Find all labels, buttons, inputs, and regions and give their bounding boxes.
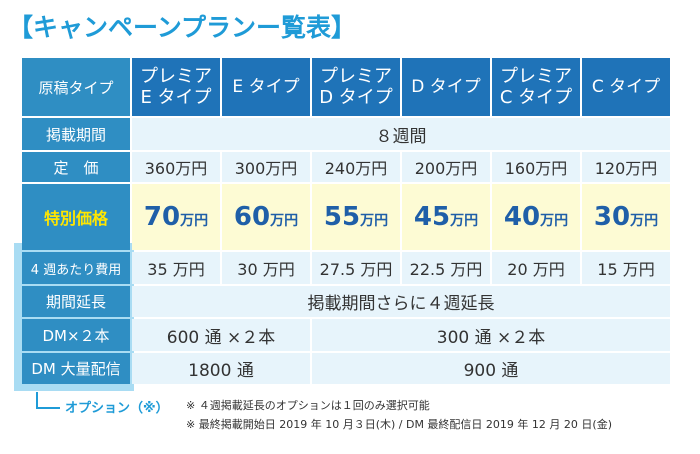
row-label-per-four-weeks: 4 週あたり費用 [22,252,130,284]
per-four-weeks-cell: 35 万円 [132,252,220,284]
row-label-dm: DM×２本 [22,319,130,351]
footnote: ※ 最終掲載開始日 2019 年 10 月３日(木) / DM 最終配信日 20… [186,418,612,431]
row-label-manuscript-type: 原稿タイプ [22,58,130,116]
row-label-dm-bulk: DM 大量配信 [22,353,130,384]
footnotes: ※ ４週掲載延長のオプションは１回のみ選択可能 ※ 最終掲載開始日 2019 年… [186,396,612,434]
page-title: 【キャンペーンプランー覧表】 [8,13,357,42]
price-cell: 160万円 [492,152,580,182]
plan-header-e: E タイプ [222,58,310,116]
option-callout: オプション（※） [36,392,176,422]
dm-bulk-value-left: 1800 通 [132,353,310,384]
dm-row: DM×２本 600 通 ×２本 300 通 ×２本 [22,319,670,351]
special-price-cell: 30万円 [582,184,670,250]
plan-header-premier-e: プレミア E タイプ [132,58,220,116]
row-label-period: 掲載期間 [22,118,130,150]
row-label-list-price: 定 価 [22,152,130,182]
price-cell: 360万円 [132,152,220,182]
price-cell: 300万円 [222,152,310,182]
campaign-plan-table: 原稿タイプ プレミア E タイプ E タイプ プレミア D タイプ D タイプ プレ… [20,56,672,386]
price-cell: 200万円 [402,152,490,182]
special-price-cell: 70万円 [132,184,220,250]
special-price-cell: 40万円 [492,184,580,250]
dm-value-right: 300 通 ×２本 [312,319,670,351]
per-four-weeks-cell: 27.5 万円 [312,252,400,284]
option-connector-horizontal [36,407,60,409]
option-label: オプション（※） [65,401,169,416]
per-four-weeks-cell: 15 万円 [582,252,670,284]
per-four-weeks-row: 4 週あたり費用 35 万円 30 万円 27.5 万円 22.5 万円 20 … [22,252,670,284]
extension-value: 掲載期間さらに４週延長 [132,286,670,317]
row-label-special-price: 特別価格 [22,184,130,250]
price-row: 定 価 360万円 300万円 240万円 200万円 160万円 120万円 [22,152,670,182]
period-row: 掲載期間 ８週間 [22,118,670,150]
price-cell: 120万円 [582,152,670,182]
header-row: 原稿タイプ プレミア E タイプ E タイプ プレミア D タイプ D タイプ プレ… [22,58,670,116]
dm-value-left: 600 通 ×２本 [132,319,310,351]
footnote: ※ ４週掲載延長のオプションは１回のみ選択可能 [186,399,430,412]
per-four-weeks-cell: 20 万円 [492,252,580,284]
extension-row: 期間延長 掲載期間さらに４週延長 [22,286,670,317]
per-four-weeks-cell: 22.5 万円 [402,252,490,284]
plan-header-c: C タイプ [582,58,670,116]
price-cell: 240万円 [312,152,400,182]
period-value: ８週間 [132,118,670,150]
plan-header-premier-c: プレミア C タイプ [492,58,580,116]
option-connector-vertical [36,392,38,409]
plan-header-premier-d: プレミア D タイプ [312,58,400,116]
plan-header-d: D タイプ [402,58,490,116]
dm-bulk-value-right: 900 通 [312,353,670,384]
per-four-weeks-cell: 30 万円 [222,252,310,284]
special-price-cell: 45万円 [402,184,490,250]
special-price-cell: 60万円 [222,184,310,250]
special-price-cell: 55万円 [312,184,400,250]
row-label-extension: 期間延長 [22,286,130,317]
dm-bulk-row: DM 大量配信 1800 通 900 通 [22,353,670,384]
special-price-row: 特別価格 70万円 60万円 55万円 45万円 40万円 30万円 [22,184,670,250]
